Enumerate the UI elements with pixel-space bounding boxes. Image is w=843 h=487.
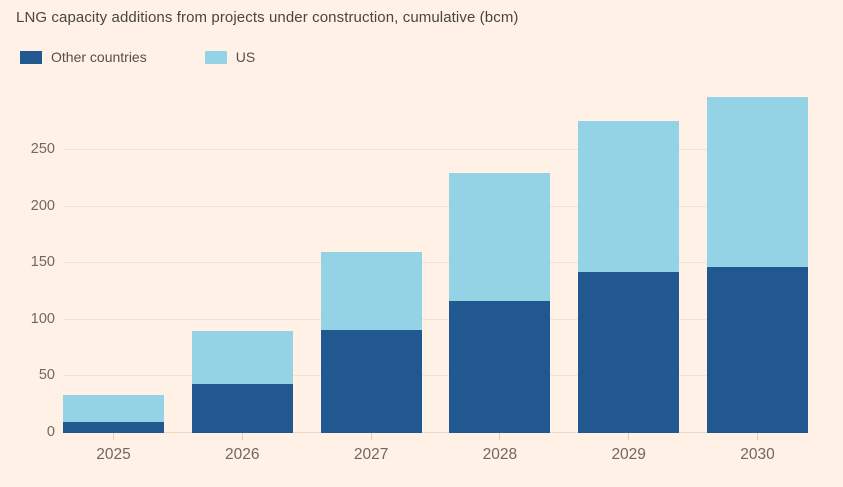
- y-tick-label-100: 100: [30, 310, 55, 327]
- x-axis-labels: 2025 2026 2027 2028 2029 2030: [63, 433, 808, 464]
- x-tick-2026: [241, 433, 243, 440]
- y-axis-labels: 0 50 100 150 200 250: [0, 88, 55, 440]
- bar-segment-2027-us: [320, 252, 422, 331]
- legend-label-us: US: [235, 49, 256, 65]
- gridline-100: [63, 318, 808, 320]
- x-cell-2027: 2027: [321, 433, 422, 464]
- x-tick-label-2025: 2025: [96, 446, 131, 463]
- bar-2025: [63, 394, 164, 433]
- bar-segment-2026-other-countries: [191, 384, 293, 433]
- x-tick-2027: [370, 433, 372, 440]
- bar-segment-2029-us: [578, 120, 680, 273]
- x-tick-2030: [756, 433, 758, 440]
- x-tick-2028: [499, 433, 501, 440]
- x-cell-2026: 2026: [192, 433, 293, 464]
- bar-segment-2028-us: [449, 172, 551, 301]
- legend-swatch-us: [204, 50, 227, 64]
- x-cell-2028: 2028: [449, 433, 550, 464]
- chart-legend: Other countries US: [20, 49, 255, 65]
- legend-label-other-countries: Other countries: [51, 49, 147, 65]
- gridline-150: [63, 262, 808, 264]
- gridline-0: [63, 432, 808, 433]
- bars-container: [63, 88, 808, 433]
- bar-2029: [578, 120, 680, 433]
- x-tick-label-2027: 2027: [353, 446, 389, 463]
- x-tick-label-2030: 2030: [740, 446, 775, 463]
- x-tick-2025: [113, 433, 114, 440]
- x-tick-label-2028: 2028: [482, 446, 518, 463]
- plot-area: [63, 88, 808, 433]
- gridline-200: [63, 205, 808, 207]
- y-tick-label-50: 50: [38, 367, 55, 384]
- gridline-250: [63, 149, 808, 151]
- y-tick-label-200: 200: [30, 197, 55, 214]
- legend-item-us: US: [204, 49, 256, 65]
- x-cell-2025: 2025: [63, 433, 164, 464]
- bar-segment-2028-other-countries: [449, 300, 551, 433]
- legend-swatch-other-countries: [20, 50, 42, 64]
- bar-2030: [706, 97, 808, 433]
- chart-title: LNG capacity additions from projects und…: [16, 9, 519, 26]
- bar-segment-2030-us: [706, 97, 808, 267]
- bar-2027: [320, 252, 422, 433]
- x-cell-2030: 2030: [707, 433, 808, 464]
- x-cell-2029: 2029: [578, 433, 679, 464]
- bar-segment-2030-other-countries: [706, 266, 808, 433]
- bar-segment-2027-other-countries: [320, 330, 422, 433]
- x-tick-2029: [628, 433, 630, 440]
- x-tick-label-2029: 2029: [611, 446, 646, 463]
- y-tick-label-150: 150: [30, 254, 55, 271]
- legend-item-other-countries: Other countries: [20, 49, 147, 65]
- bar-2028: [449, 172, 551, 433]
- bar-2026: [191, 331, 293, 433]
- y-tick-label-0: 0: [46, 424, 55, 440]
- bar-segment-2026-us: [191, 331, 293, 385]
- gridline-50: [63, 375, 808, 377]
- bar-segment-2025-us: [63, 394, 164, 422]
- bar-segment-2029-other-countries: [578, 272, 680, 433]
- y-tick-label-250: 250: [30, 141, 55, 158]
- bar-segment-2025-other-countries: [63, 421, 164, 433]
- x-tick-label-2026: 2026: [225, 446, 260, 463]
